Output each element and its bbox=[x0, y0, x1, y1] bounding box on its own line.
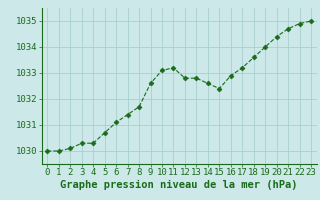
X-axis label: Graphe pression niveau de la mer (hPa): Graphe pression niveau de la mer (hPa) bbox=[60, 180, 298, 190]
